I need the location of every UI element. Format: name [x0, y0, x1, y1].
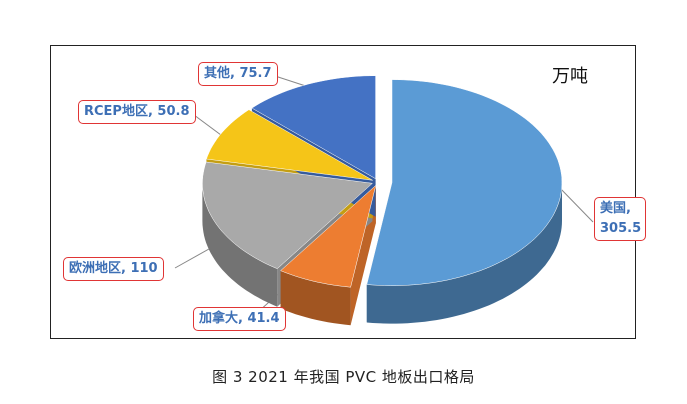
- chart-frame: [50, 45, 636, 339]
- unit-label: 万吨: [552, 66, 588, 87]
- data-label: 其他, 75.7: [198, 62, 278, 86]
- sides: [202, 182, 562, 326]
- leader-line: [556, 184, 594, 223]
- leader-line: [189, 111, 226, 139]
- data-label: 加拿大, 41.4: [193, 307, 286, 331]
- slice: [202, 161, 373, 269]
- slice-side: [202, 183, 278, 307]
- slice: [280, 184, 377, 288]
- slice: [366, 79, 563, 286]
- tops: [202, 75, 563, 288]
- slice: [251, 75, 376, 180]
- data-label: 欧洲地区, 110: [63, 257, 164, 281]
- slice: [206, 109, 373, 181]
- data-label: 美国, 305.5: [594, 197, 646, 241]
- data-label: RCEP地区, 50.8: [78, 100, 196, 124]
- caption: 图 3 2021 年我国 PVC 地板出口格局: [212, 368, 475, 386]
- slice-side: [280, 270, 351, 326]
- slice-side: [366, 182, 562, 324]
